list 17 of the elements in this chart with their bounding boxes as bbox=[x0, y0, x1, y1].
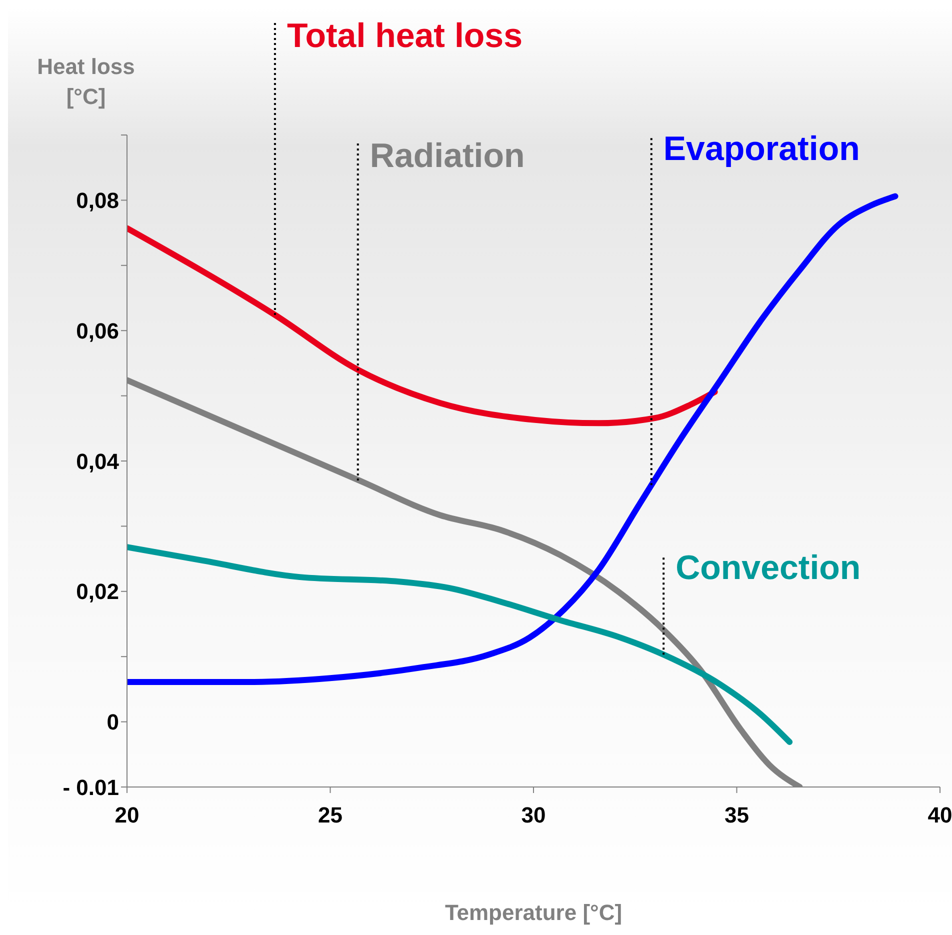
x-tick-label: 40 bbox=[928, 802, 952, 828]
y-tick-label: 0,04 bbox=[76, 448, 120, 474]
annotation: Radiation bbox=[370, 136, 525, 175]
y-tick-label: 0,06 bbox=[76, 318, 119, 344]
annotation: Total heat loss bbox=[286, 16, 522, 55]
y-axis-title: Heat loss [°C] bbox=[36, 53, 136, 111]
y-tick-label: 0 bbox=[106, 710, 119, 735]
x-tick-label: 25 bbox=[318, 802, 342, 828]
y-tick-label: 0,08 bbox=[76, 188, 119, 214]
x-tick-label: 30 bbox=[521, 802, 546, 828]
y-tick-label: - 0.01 bbox=[62, 774, 119, 800]
x-axis-title: Temperature [°C] bbox=[444, 900, 622, 925]
x-tick-label: 20 bbox=[114, 802, 140, 828]
annotation: Convection bbox=[676, 548, 861, 587]
x-tick-label: 35 bbox=[724, 802, 749, 828]
y-tick-label: 0,02 bbox=[76, 579, 119, 604]
annotation: Evaporation bbox=[663, 130, 860, 168]
